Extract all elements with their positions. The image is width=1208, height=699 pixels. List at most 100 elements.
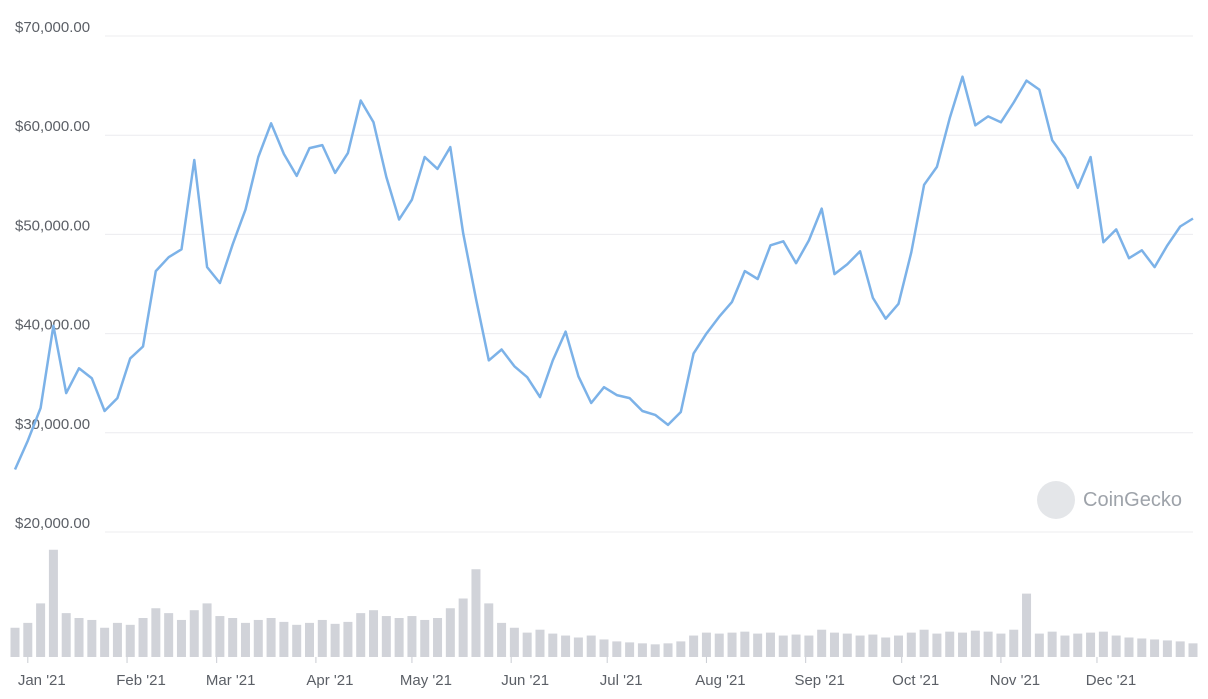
x-tick-label: Jan '21	[18, 672, 66, 689]
volume-bar	[61, 613, 71, 657]
volume-bar	[689, 635, 699, 657]
x-tick-label: Aug '21	[695, 672, 745, 689]
volume-bar	[151, 608, 161, 657]
volume-bar	[1111, 635, 1121, 657]
volume-bar	[996, 633, 1006, 657]
volume-bar	[778, 635, 788, 657]
volume-bar	[791, 634, 801, 657]
volume-bar	[1124, 637, 1134, 657]
volume-bar	[279, 621, 289, 657]
volume-bar	[292, 624, 302, 657]
volume-bar	[522, 632, 532, 657]
volume-bar	[1175, 641, 1185, 657]
volume-bar	[356, 613, 366, 657]
volume-bar	[650, 644, 660, 657]
x-tick-label: Apr '21	[306, 672, 353, 689]
volume-bar	[868, 634, 878, 657]
volume-bar	[266, 618, 276, 657]
volume-bar	[855, 635, 865, 657]
volume-bar	[1022, 593, 1032, 657]
volume-bar	[74, 618, 84, 657]
watermark: CoinGecko	[1083, 489, 1182, 511]
volume-bar	[1086, 632, 1096, 657]
volume-bar	[765, 632, 775, 657]
volume-bar	[1150, 639, 1160, 657]
volume-bar	[932, 633, 942, 657]
x-tick-label: Sep '21	[794, 672, 844, 689]
volume-bar	[23, 622, 33, 657]
volume-bar	[573, 637, 583, 657]
volume-bar	[484, 603, 494, 657]
volume-bar	[1188, 643, 1198, 657]
volume-bar	[548, 633, 558, 657]
volume-bar	[343, 621, 353, 657]
volume-bar	[983, 631, 993, 657]
volume-bar	[1162, 640, 1172, 657]
volume-bar	[817, 629, 827, 657]
volume-bar	[394, 618, 404, 657]
volume-bar	[215, 616, 225, 657]
volume-bar	[804, 635, 814, 657]
volume-bar	[894, 635, 903, 657]
volume-bar	[727, 632, 737, 657]
volume-bar	[240, 622, 250, 657]
volume-bar	[753, 633, 763, 657]
volume-bar	[420, 619, 430, 657]
y-tick-label: $30,000.00	[15, 416, 90, 433]
volume-bar	[535, 629, 545, 657]
x-tick-label: Feb '21	[116, 672, 166, 689]
volume-bar	[36, 603, 46, 657]
volume-bar	[958, 632, 968, 657]
volume-bar	[253, 619, 263, 657]
price-line	[13, 75, 1194, 471]
volume-bar	[1047, 631, 1057, 657]
volume-bar	[189, 610, 199, 657]
volume-bar	[381, 616, 391, 657]
volume-bar	[842, 633, 852, 657]
volume-bar	[305, 622, 314, 657]
volume-bar	[330, 623, 340, 657]
volume-bar	[637, 643, 647, 657]
x-tick-label: Jul '21	[600, 672, 643, 689]
volume-bar	[176, 619, 186, 657]
volume-bar	[497, 622, 507, 657]
volume-bar	[87, 619, 97, 657]
volume-bar	[48, 549, 58, 657]
volume-bar	[369, 610, 379, 657]
volume-bar	[112, 622, 122, 657]
volume-bar	[625, 642, 635, 657]
volume-bar	[906, 632, 916, 657]
volume-bar	[663, 643, 673, 657]
volume-bar	[676, 641, 686, 657]
volume-bar	[1098, 631, 1108, 657]
volume-bar	[945, 631, 955, 657]
volume-bar	[561, 635, 571, 657]
volume-bar	[10, 627, 20, 657]
volume-bar	[202, 603, 212, 657]
x-tick-label: Oct '21	[892, 672, 939, 689]
volume-bar	[125, 624, 135, 657]
volume-bar	[407, 616, 417, 657]
volume-bar	[1073, 633, 1083, 657]
x-tick-label: Jun '21	[501, 672, 549, 689]
volume-bar	[100, 627, 110, 657]
volume-bar	[1060, 635, 1070, 657]
volume-bar	[612, 641, 622, 657]
volume-bar	[701, 632, 711, 657]
volume-bar	[164, 613, 174, 657]
watermark-logo	[1037, 481, 1075, 519]
x-tick-label: May '21	[400, 672, 452, 689]
volume-bar	[714, 633, 724, 657]
volume-bar	[317, 619, 327, 657]
volume-bar	[471, 569, 481, 657]
y-tick-label: $50,000.00	[15, 217, 90, 234]
volume-bar	[829, 632, 839, 657]
x-tick-label: Nov '21	[990, 672, 1040, 689]
volume-bar	[509, 627, 519, 657]
volume-bar	[1137, 638, 1147, 657]
y-tick-label: $60,000.00	[15, 118, 90, 135]
volume-bar	[1009, 629, 1019, 657]
volume-bar	[1034, 633, 1044, 657]
volume-bar	[433, 618, 443, 657]
